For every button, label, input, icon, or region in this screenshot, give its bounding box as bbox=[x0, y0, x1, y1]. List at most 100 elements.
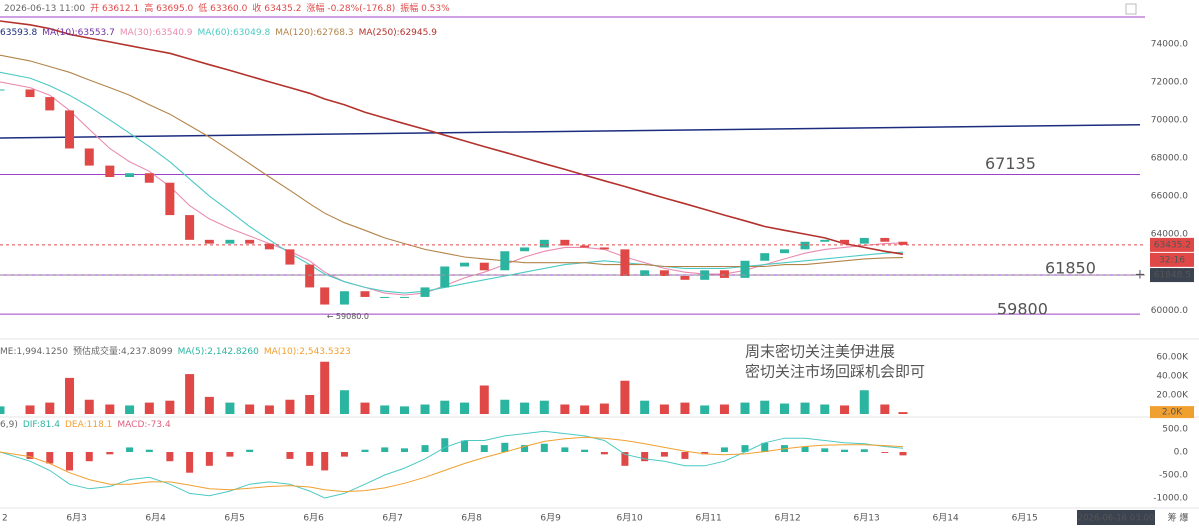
volume-bar bbox=[305, 394, 315, 414]
candle bbox=[740, 260, 750, 278]
volume-bar bbox=[659, 404, 669, 414]
macd-bar bbox=[841, 449, 849, 453]
candle bbox=[520, 247, 530, 252]
cursor-time-tag bbox=[1077, 510, 1155, 525]
volume-bar bbox=[225, 402, 235, 414]
volume-bar bbox=[185, 374, 195, 414]
candle bbox=[539, 239, 549, 248]
macd-bar bbox=[205, 452, 213, 466]
last-price-tag bbox=[1150, 237, 1194, 252]
candle bbox=[320, 287, 330, 305]
candle bbox=[580, 245, 590, 248]
annotation: 密切关注市场回踩机会即可 bbox=[745, 363, 925, 381]
y-tick-label: 60.00K bbox=[1156, 352, 1189, 362]
countdown: 32:16 bbox=[1159, 255, 1185, 265]
info-item: 收 63435.2 bbox=[252, 2, 301, 14]
candle bbox=[479, 262, 489, 271]
y-tick-label: 74000.0 bbox=[1151, 39, 1188, 49]
macd-bar bbox=[421, 445, 429, 453]
macd-bar bbox=[145, 449, 153, 453]
y-tick-label: -1000.0 bbox=[1153, 494, 1188, 504]
low-label: ← 59080.0 bbox=[327, 312, 369, 321]
candle bbox=[399, 296, 409, 298]
y-tick-label: -500.0 bbox=[1159, 471, 1188, 481]
candle bbox=[719, 270, 729, 278]
legend-item: MA(10):63553.7 bbox=[42, 28, 115, 38]
corner-icons: 筹 爆 bbox=[1168, 512, 1189, 524]
candle bbox=[25, 89, 35, 98]
volume-bar bbox=[285, 399, 295, 414]
candle bbox=[204, 239, 214, 244]
candle bbox=[185, 215, 195, 240]
macd-bar bbox=[801, 446, 809, 453]
candle bbox=[500, 251, 510, 271]
macd-bar bbox=[641, 452, 649, 462]
volume-bar bbox=[460, 402, 470, 414]
candle bbox=[225, 239, 235, 244]
macd-bar bbox=[821, 448, 829, 453]
info-item: 6,9) bbox=[0, 420, 18, 430]
volume-bar bbox=[719, 404, 729, 414]
candle bbox=[245, 239, 255, 244]
x-tick-label: 6月12 bbox=[775, 513, 801, 524]
macd-bar bbox=[46, 452, 54, 464]
macd-bar bbox=[461, 440, 469, 453]
candle bbox=[700, 270, 710, 280]
candle bbox=[599, 247, 609, 250]
y-tick-label: 68000.0 bbox=[1151, 153, 1188, 163]
x-tick-label: 6月9 bbox=[540, 513, 561, 524]
trend-line bbox=[0, 123, 1140, 139]
macd-bar bbox=[660, 452, 668, 457]
macd-bar bbox=[361, 449, 369, 453]
macd-line bbox=[0, 430, 904, 499]
macd-bar bbox=[186, 452, 194, 473]
volume-bar bbox=[440, 400, 450, 414]
candle bbox=[125, 173, 135, 178]
volume-bar bbox=[144, 402, 154, 414]
x-tick-label: 6月13 bbox=[854, 513, 880, 524]
x-tick-label: 6月15 bbox=[1012, 513, 1038, 524]
volume-bar bbox=[245, 404, 255, 414]
macd-bar bbox=[381, 447, 389, 453]
volume-bar bbox=[640, 400, 650, 414]
info-item: 预估成交量:4,237.8099 bbox=[73, 345, 173, 357]
candle bbox=[339, 291, 349, 305]
legend-item: 63593.8 bbox=[0, 28, 37, 38]
volume-bar bbox=[599, 403, 609, 414]
volume-bar bbox=[898, 412, 908, 414]
candle bbox=[45, 97, 55, 111]
ma-line bbox=[0, 54, 904, 268]
candle bbox=[105, 165, 115, 178]
macd-bar bbox=[899, 452, 907, 456]
volume-bar bbox=[125, 405, 135, 414]
volume-bar bbox=[339, 390, 349, 414]
candle bbox=[820, 239, 830, 242]
last-price-label: 63435.2 bbox=[1154, 240, 1191, 250]
candle bbox=[440, 266, 450, 288]
macd-bar bbox=[501, 442, 509, 453]
legend: 63593.8 MA(10):63553.7 MA(30):63540.9 MA(60… bbox=[0, 28, 437, 38]
volume-bar bbox=[880, 404, 890, 414]
candle bbox=[285, 249, 295, 265]
macd-bar bbox=[85, 452, 93, 462]
macd-bar bbox=[26, 452, 34, 459]
y-tick-label: 60000.0 bbox=[1151, 306, 1188, 316]
volume-bar bbox=[700, 405, 710, 414]
info-item: MA(5):2,142.8260 bbox=[178, 347, 260, 357]
macd-bar bbox=[561, 447, 569, 453]
candle bbox=[620, 249, 630, 276]
macd-line bbox=[0, 436, 904, 493]
candle bbox=[380, 296, 390, 298]
volume-bar bbox=[680, 402, 690, 414]
volume-bar bbox=[320, 361, 330, 414]
macd-bar bbox=[881, 452, 889, 453]
macd-bar bbox=[166, 452, 174, 462]
info-bar: 2026-06-13 11:00 开 63612.1 高 63695.0 低 6336… bbox=[4, 2, 450, 14]
volume-bar bbox=[420, 404, 430, 414]
countdown-tag bbox=[1150, 252, 1194, 267]
expand-icon[interactable] bbox=[1125, 3, 1137, 15]
volume-bar bbox=[859, 390, 869, 414]
x-tick-label: 6月10 bbox=[617, 513, 643, 524]
y-tick-label: 66000.0 bbox=[1151, 192, 1188, 202]
